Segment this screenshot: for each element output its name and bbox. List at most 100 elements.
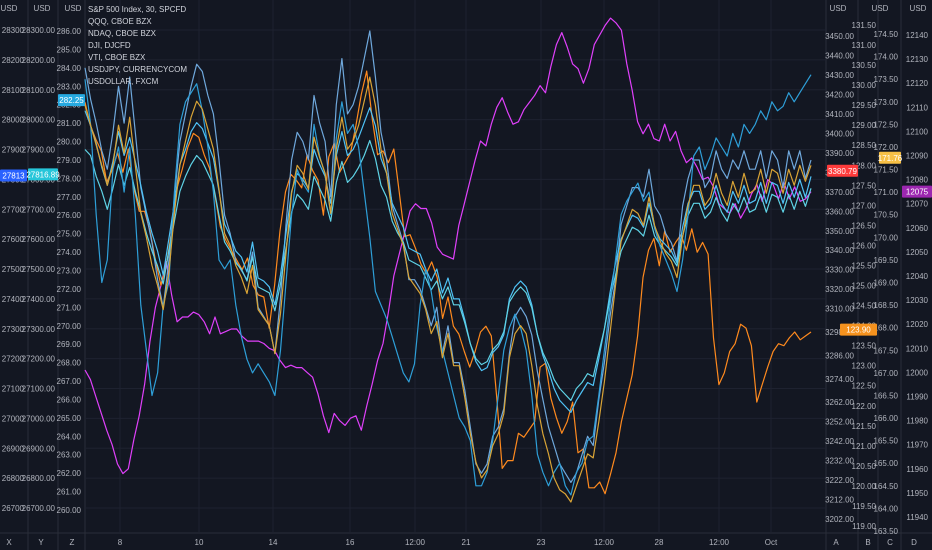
y-tick-label-axis1: 27700	[2, 205, 25, 214]
y-tick-label-axis3: 265.00	[57, 414, 82, 423]
legend-item: DJI, DJCFD	[88, 41, 131, 50]
price-badge-axis5	[840, 323, 877, 336]
y-tick-label-axis1: 28100	[2, 86, 25, 95]
price-badge-label-axis5: 123.90	[846, 326, 871, 335]
y-tick-label-axis7: 11970	[906, 441, 928, 450]
x-tick-label: 28	[655, 538, 664, 547]
y-tick-label-axis5: 130.00	[852, 81, 877, 90]
x-tick-label: 16	[346, 538, 355, 547]
x-tick-label: 12:00	[709, 538, 730, 547]
y-tick-label-axis5: 125.50	[852, 261, 877, 270]
y-tick-label-axis5: 120.50	[852, 462, 877, 471]
y-tick-label-axis1: 27600	[2, 235, 25, 244]
y-tick-label-axis3: 283.00	[57, 82, 82, 91]
axis-button-c[interactable]: C	[887, 538, 893, 547]
y-tick-label-axis2: 26800.00	[22, 474, 56, 483]
y-tick-label-axis6: 168.50	[874, 301, 899, 310]
time-axis[interactable]: 8 10 14 16 12:00 21 23 12:00 28 12:00 Oct	[118, 538, 778, 547]
y-tick-label-axis7: 12040	[906, 272, 929, 281]
y-tick-label-axis1: 27400	[2, 295, 25, 304]
axis-button-b[interactable]: B	[865, 538, 870, 547]
y-tick-label-axis4: 3286.00	[825, 351, 854, 360]
y-tick-label-axis3: 278.00	[57, 174, 82, 183]
y-tick-label-axis4: 3330.00	[825, 266, 854, 275]
y-tick-label-axis5: 121.00	[852, 442, 877, 451]
unit-labels: USD USD USD USD USD USD	[1, 4, 927, 13]
y-tick-label-axis3: 267.00	[57, 377, 82, 386]
axis-button-a[interactable]: A	[833, 538, 839, 547]
legend-item: NDAQ, CBOE BZX	[88, 29, 157, 38]
y-tick-label-axis2: 27300.00	[22, 325, 56, 334]
y-tick-label-axis4: 3410.00	[825, 110, 854, 119]
y-tick-label-axis6: 164.00	[874, 504, 899, 513]
x-tick-label: 8	[118, 538, 123, 547]
axis-button-y[interactable]: Y	[38, 538, 44, 547]
y-tick-label-axis3: 272.00	[57, 285, 82, 294]
y-tick-label-axis7: 12070	[906, 200, 929, 209]
y-tick-label-axis7: 12060	[906, 224, 929, 233]
series-line-5	[84, 139, 812, 401]
y-tick-label-axis7: 11950	[906, 489, 928, 498]
y-tick-label-axis4: 3252.00	[825, 418, 854, 427]
y-tick-label-axis6: 169.00	[874, 279, 899, 288]
y-tick-label-axis3: 262.00	[57, 469, 82, 478]
y-tick-label-axis6: 166.50	[874, 391, 899, 400]
unit-label-axis6: USD	[872, 4, 889, 13]
y-tick-label-axis3: 268.00	[57, 359, 82, 368]
y-tick-label-axis3: 276.00	[57, 211, 82, 220]
y-tick-label-axis3: 281.00	[57, 119, 82, 128]
y-tick-label-axis5: 125.00	[852, 282, 877, 291]
axis-button-d[interactable]: D	[911, 538, 917, 547]
y-tick-label-axis3: 284.00	[57, 64, 82, 73]
y-tick-label-axis2: 27100.00	[22, 385, 56, 394]
y-tick-label-axis7: 12100	[906, 127, 929, 136]
series-line-6	[84, 74, 812, 496]
price-badge-axis1	[0, 169, 27, 182]
y-tick-label-axis7: 11940	[906, 513, 928, 522]
y-tick-label-axis4: 3262.00	[825, 398, 854, 407]
y-tick-label-axis2: 27200.00	[22, 355, 56, 364]
y-tick-label-axis5: 126.50	[852, 221, 877, 230]
price-badge-label-axis7: 12075	[906, 188, 929, 197]
y-tick-label-axis6: 172.00	[874, 143, 899, 152]
x-tick-label: Oct	[765, 538, 778, 547]
y-tick-label-axis3: 285.00	[57, 45, 82, 54]
y-tick-label-axis6: 170.50	[874, 211, 899, 220]
y-tick-label-axis4: 3370.00	[825, 188, 854, 197]
y-tick-label-axis4: 3390.00	[825, 149, 854, 158]
y-tick-label-axis1: 28200	[2, 56, 25, 65]
y-tick-label-axis2: 27500.00	[22, 265, 56, 274]
y-tick-label-axis7: 12030	[906, 296, 929, 305]
axis-buttons[interactable]: X Y Z A B C D	[6, 538, 917, 547]
series-line-1	[84, 17, 812, 475]
axis-button-x[interactable]: X	[6, 538, 12, 547]
y-tick-label-axis2: 28000.00	[22, 116, 56, 125]
price-badge-axis6	[879, 151, 901, 164]
y-tick-label-axis6: 171.50	[874, 166, 899, 175]
unit-label-axis3: USD	[65, 4, 82, 13]
y-tick-label-axis1: 27500	[2, 265, 25, 274]
y-tick-label-axis3: 280.00	[57, 138, 82, 147]
y-tick-label-axis2: 28300.00	[22, 26, 56, 35]
y-tick-label-axis6: 172.50	[874, 120, 899, 129]
y-tick-label-axis4: 3340.00	[825, 246, 854, 255]
y-tick-label-axis7: 11990	[906, 393, 928, 402]
y-tick-label-axis1: 26700	[2, 504, 25, 513]
y-tick-label-axis6: 165.00	[874, 459, 899, 468]
y-tick-label-axis7: 12110	[906, 103, 928, 112]
x-tick-label: 12:00	[405, 538, 426, 547]
axis-button-z[interactable]: Z	[70, 538, 75, 547]
y-tick-label-axis7: 11960	[906, 465, 928, 474]
unit-label-axis2: USD	[34, 4, 51, 13]
x-tick-label: 12:00	[594, 538, 615, 547]
y-tick-label-axis4: 3350.00	[825, 227, 854, 236]
y-tick-label-axis5: 121.50	[852, 422, 877, 431]
y-tick-label-axis5: 124.50	[852, 302, 877, 311]
y-tick-label-axis3: 261.00	[57, 488, 82, 497]
y-tick-label-axis2: 27600.00	[22, 235, 56, 244]
y-tick-label-axis1: 26900	[2, 444, 25, 453]
y-tick-label-axis4: 3360.00	[825, 207, 854, 216]
y-tick-label-axis3: 266.00	[57, 395, 82, 404]
y-tick-label-axis3: 275.00	[57, 230, 82, 239]
